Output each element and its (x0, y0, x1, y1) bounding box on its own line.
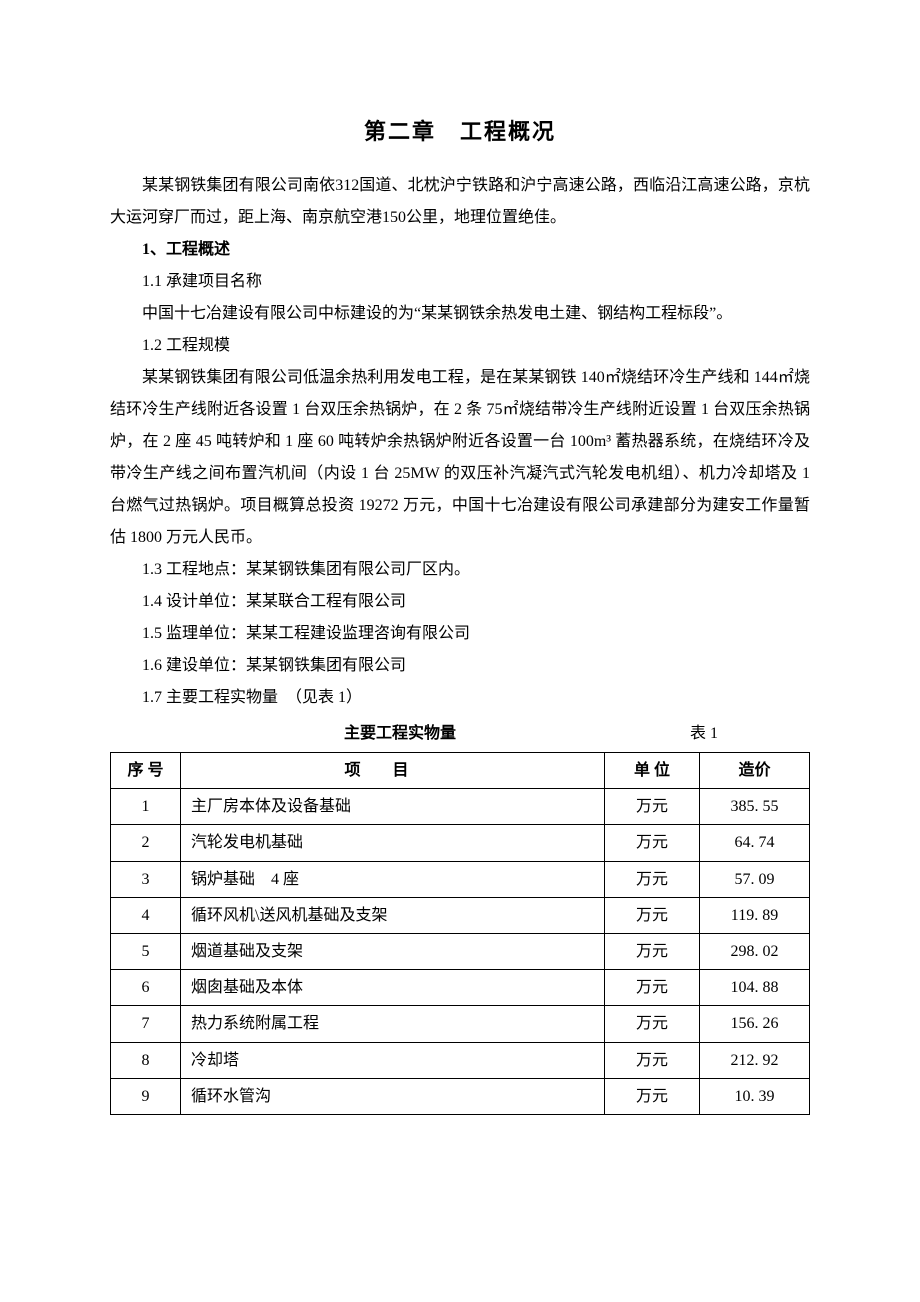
cell-item: 锅炉基础 4 座 (181, 861, 605, 897)
cell-seq: 5 (111, 933, 181, 969)
subsection-1-6: 1.6 建设单位：某某钢铁集团有限公司 (110, 650, 810, 682)
col-header-cost: 造价 (700, 753, 810, 789)
cell-item: 主厂房本体及设备基础 (181, 789, 605, 825)
cell-item: 冷却塔 (181, 1042, 605, 1078)
cell-seq: 3 (111, 861, 181, 897)
cell-seq: 2 (111, 825, 181, 861)
cell-cost: 64. 74 (700, 825, 810, 861)
cell-cost: 57. 09 (700, 861, 810, 897)
table-row: 1主厂房本体及设备基础万元385. 55 (111, 789, 810, 825)
cell-unit: 万元 (605, 970, 700, 1006)
cell-cost: 119. 89 (700, 897, 810, 933)
cell-item: 热力系统附属工程 (181, 1006, 605, 1042)
cell-unit: 万元 (605, 861, 700, 897)
cell-unit: 万元 (605, 1006, 700, 1042)
cell-unit: 万元 (605, 897, 700, 933)
table-row: 6烟囱基础及本体万元104. 88 (111, 970, 810, 1006)
chapter-title: 第二章 工程概况 (110, 110, 810, 154)
cell-item: 烟道基础及支架 (181, 933, 605, 969)
cell-unit: 万元 (605, 789, 700, 825)
table-row: 9循环水管沟万元10. 39 (111, 1078, 810, 1114)
cell-cost: 385. 55 (700, 789, 810, 825)
col-header-seq: 序 号 (111, 753, 181, 789)
cell-cost: 156. 26 (700, 1006, 810, 1042)
cell-item: 汽轮发电机基础 (181, 825, 605, 861)
subsection-1-4: 1.4 设计单位：某某联合工程有限公司 (110, 586, 810, 618)
table-row: 2汽轮发电机基础万元64. 74 (111, 825, 810, 861)
table-row: 4循环风机\送风机基础及支架万元119. 89 (111, 897, 810, 933)
subsection-1-7: 1.7 主要工程实物量 （见表 1） (110, 682, 810, 714)
table-row: 5烟道基础及支架万元298. 02 (111, 933, 810, 969)
table-row: 7热力系统附属工程万元156. 26 (111, 1006, 810, 1042)
cell-seq: 7 (111, 1006, 181, 1042)
cell-cost: 10. 39 (700, 1078, 810, 1114)
table-header-row: 序 号 项目 单 位 造价 (111, 753, 810, 789)
subsection-1-3: 1.3 工程地点：某某钢铁集团有限公司厂区内。 (110, 554, 810, 586)
cell-seq: 8 (111, 1042, 181, 1078)
cell-item: 循环风机\送风机基础及支架 (181, 897, 605, 933)
cell-cost: 212. 92 (700, 1042, 810, 1078)
subsection-1-5: 1.5 监理单位：某某工程建设监理咨询有限公司 (110, 618, 810, 650)
cell-item: 循环水管沟 (181, 1078, 605, 1114)
subsection-1-2-label: 1.2 工程规模 (110, 330, 810, 362)
subsection-1-1-text: 中国十七冶建设有限公司中标建设的为“某某钢铁余热发电土建、钢结构工程标段”。 (110, 298, 810, 330)
table-row: 8冷却塔万元212. 92 (111, 1042, 810, 1078)
subsection-1-1-label: 1.1 承建项目名称 (110, 266, 810, 298)
cell-seq: 6 (111, 970, 181, 1006)
cell-unit: 万元 (605, 933, 700, 969)
subsection-1-2-text: 某某钢铁集团有限公司低温余热利用发电工程，是在某某钢铁 140㎡烧结环冷生产线和… (110, 362, 810, 554)
cell-unit: 万元 (605, 1042, 700, 1078)
section-1-heading: 1、工程概述 (110, 234, 810, 266)
cell-item: 烟囱基础及本体 (181, 970, 605, 1006)
table-caption: 主要工程实物量 (344, 718, 456, 750)
cell-cost: 104. 88 (700, 970, 810, 1006)
cell-seq: 9 (111, 1078, 181, 1114)
col-header-unit: 单 位 (605, 753, 700, 789)
cell-seq: 4 (111, 897, 181, 933)
table-caption-row: 主要工程实物量 表 1 (110, 718, 810, 750)
cell-unit: 万元 (605, 1078, 700, 1114)
cell-unit: 万元 (605, 825, 700, 861)
col-header-item: 项目 (181, 753, 605, 789)
intro-paragraph: 某某钢铁集团有限公司南依312国道、北枕沪宁铁路和沪宁高速公路，西临沿江高速公路… (110, 170, 810, 234)
table-label: 表 1 (690, 718, 810, 750)
cell-seq: 1 (111, 789, 181, 825)
main-quantities-table: 序 号 项目 单 位 造价 1主厂房本体及设备基础万元385. 552汽轮发电机… (110, 752, 810, 1115)
cell-cost: 298. 02 (700, 933, 810, 969)
table-row: 3锅炉基础 4 座万元57. 09 (111, 861, 810, 897)
